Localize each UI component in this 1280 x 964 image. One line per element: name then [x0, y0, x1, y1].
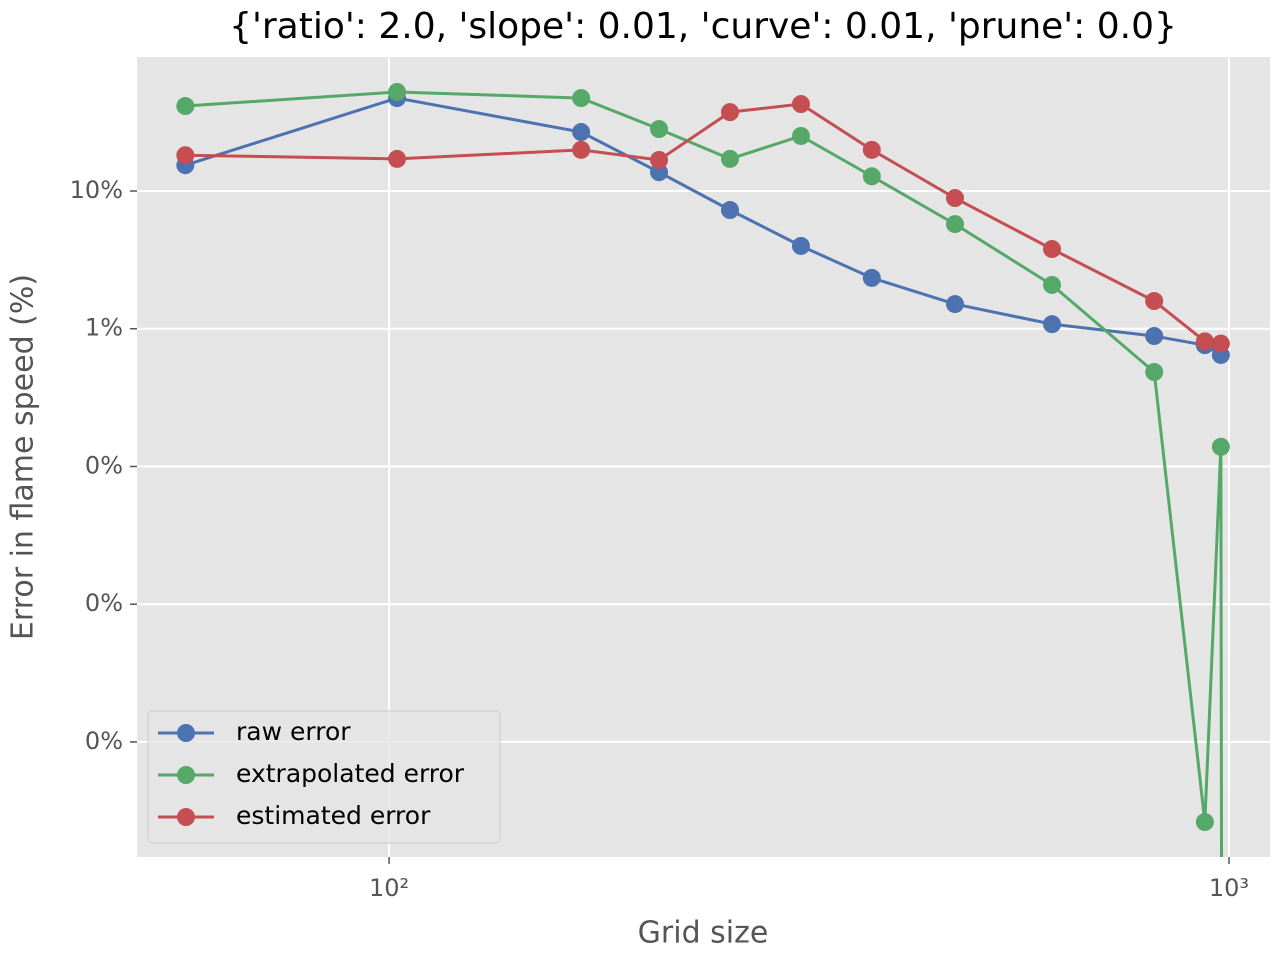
data-point — [1211, 437, 1230, 456]
data-point — [572, 89, 591, 108]
data-point — [945, 215, 964, 234]
y-tick-label: 0% — [85, 589, 123, 617]
legend-label: extrapolated error — [236, 759, 465, 788]
data-point — [572, 123, 591, 142]
data-point — [945, 189, 964, 208]
y-tick-label: 1% — [85, 314, 123, 342]
data-point — [1145, 327, 1164, 346]
y-axis-label: Error in flame speed (%) — [6, 274, 41, 640]
plot-data — [176, 82, 1231, 930]
data-point — [945, 295, 964, 314]
legend: raw error extrapolated error estimated err… — [147, 710, 501, 844]
legend-label: estimated error — [236, 801, 431, 830]
grid — [137, 57, 1270, 857]
data-point — [176, 97, 195, 116]
data-point — [1043, 240, 1062, 259]
data-point — [791, 236, 810, 255]
data-point — [862, 167, 881, 186]
data-point — [791, 126, 810, 145]
chart-title: {'ratio': 2.0, 'slope': 0.01, 'curve': 0… — [229, 6, 1177, 47]
legend-label: raw error — [236, 717, 351, 746]
x-tick-label: 10³ — [1209, 874, 1249, 902]
data-point — [720, 201, 739, 220]
data-point — [862, 268, 881, 287]
x-axis-label: Grid size — [638, 916, 769, 951]
data-point — [176, 146, 195, 165]
data-point — [791, 95, 810, 114]
legend-marker — [177, 766, 195, 784]
y-tick-label: 10% — [70, 176, 123, 204]
x-tick-label: 10² — [369, 874, 409, 902]
y-tick-label: 0% — [85, 451, 123, 479]
data-point — [1195, 813, 1214, 832]
legend-marker — [177, 724, 195, 742]
data-point — [1213, 912, 1231, 930]
y-tick-label: 0% — [85, 727, 123, 755]
data-point — [650, 120, 669, 139]
series-line — [185, 102, 1222, 346]
legend-marker — [177, 808, 195, 826]
data-point — [862, 140, 881, 159]
data-point — [720, 149, 739, 168]
axes: 10% 1% 0% 0% 0% 10² 10³ — [70, 176, 1249, 902]
data-point — [1145, 292, 1164, 311]
data-point — [388, 149, 407, 168]
data-point — [720, 103, 739, 122]
data-point — [1043, 315, 1062, 334]
data-point — [650, 150, 669, 169]
data-point — [1195, 332, 1214, 351]
data-point — [1211, 334, 1230, 353]
data-point — [1043, 275, 1062, 294]
legend-box — [147, 710, 501, 844]
data-point — [388, 82, 407, 101]
data-point — [572, 140, 591, 159]
data-point — [1145, 363, 1164, 382]
